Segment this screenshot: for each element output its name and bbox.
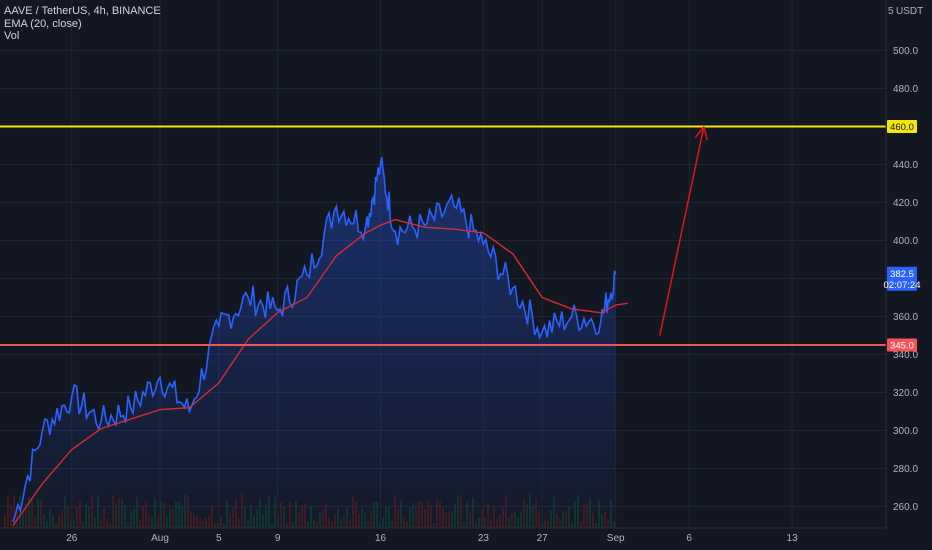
price-tick-label: 340.0 bbox=[893, 350, 918, 361]
ema-indicator-label[interactable]: EMA (20, close) bbox=[4, 17, 82, 30]
current-price-badge-text: 02:07:24 bbox=[884, 280, 921, 291]
time-tick-label: 5 bbox=[216, 533, 222, 544]
current-price-badge[interactable] bbox=[887, 266, 917, 291]
current-price-badge-text: 382.5 bbox=[890, 269, 914, 280]
symbol-title[interactable]: AAVE / TetherUS, 4h, BINANCE bbox=[4, 5, 161, 17]
time-tick-label: Sep bbox=[607, 533, 625, 544]
price-axis-labels[interactable]: 500.0 480.0 440.0 420.0 400.0 360.0 340.0 320.0… bbox=[893, 46, 918, 513]
chart-legend: AAVE / TetherUS, 4h, BINANCE EMA (20, cl… bbox=[4, 5, 161, 43]
time-tick-label: 13 bbox=[787, 533, 799, 544]
price-tick-label: 500.0 bbox=[893, 46, 918, 57]
price-axis-top-number: 5 bbox=[888, 6, 894, 17]
arrow-head[interactable] bbox=[703, 126, 708, 141]
time-axis-labels[interactable]: 26 Aug 5 9 16 23 27 Sep 6 13 bbox=[66, 533, 798, 544]
resistance-badge[interactable] bbox=[887, 120, 917, 133]
time-tick-label: 9 bbox=[275, 533, 281, 544]
support-badge[interactable] bbox=[887, 338, 917, 352]
price-line[interactable] bbox=[12, 156, 617, 522]
ema-line[interactable] bbox=[12, 218, 628, 526]
arrow-shaft[interactable] bbox=[659, 126, 705, 336]
currency-label[interactable]: USDT bbox=[896, 6, 924, 17]
volume-bar bbox=[7, 495, 9, 528]
support-badge-text: 345.0 bbox=[890, 341, 914, 352]
price-area-fill bbox=[13, 157, 616, 528]
price-tick-label: 480.0 bbox=[893, 84, 918, 95]
price-tick-label: 320.0 bbox=[893, 388, 918, 399]
time-tick-label: 23 bbox=[478, 533, 490, 544]
resistance-badge-text: 460.0 bbox=[890, 122, 914, 133]
price-tick-label: 440.0 bbox=[893, 160, 918, 171]
time-tick-label: Aug bbox=[151, 533, 169, 544]
volume-bar bbox=[4, 514, 6, 528]
price-tick-label: 260.0 bbox=[893, 502, 918, 513]
forecast-arrow[interactable] bbox=[659, 126, 708, 336]
price-tick-label: 280.0 bbox=[893, 464, 918, 475]
time-tick-label: 26 bbox=[66, 533, 78, 544]
volume-indicator-label[interactable]: Vol bbox=[4, 30, 20, 42]
price-markers: 460.0 345.0 382.502:07:24 bbox=[884, 120, 921, 352]
volume-bar bbox=[10, 504, 12, 528]
price-tick-label: 360.0 bbox=[893, 312, 918, 323]
time-tick-label: 6 bbox=[686, 533, 692, 544]
arrow-head[interactable] bbox=[694, 126, 705, 139]
horizontal-levels bbox=[0, 125, 886, 346]
time-tick-label: 27 bbox=[537, 533, 549, 544]
price-tick-label: 420.0 bbox=[893, 198, 918, 209]
price-tick-label: 400.0 bbox=[893, 236, 918, 247]
price-tick-label: 300.0 bbox=[893, 426, 918, 437]
volume-bar bbox=[13, 495, 15, 528]
time-tick-label: 16 bbox=[375, 533, 387, 544]
